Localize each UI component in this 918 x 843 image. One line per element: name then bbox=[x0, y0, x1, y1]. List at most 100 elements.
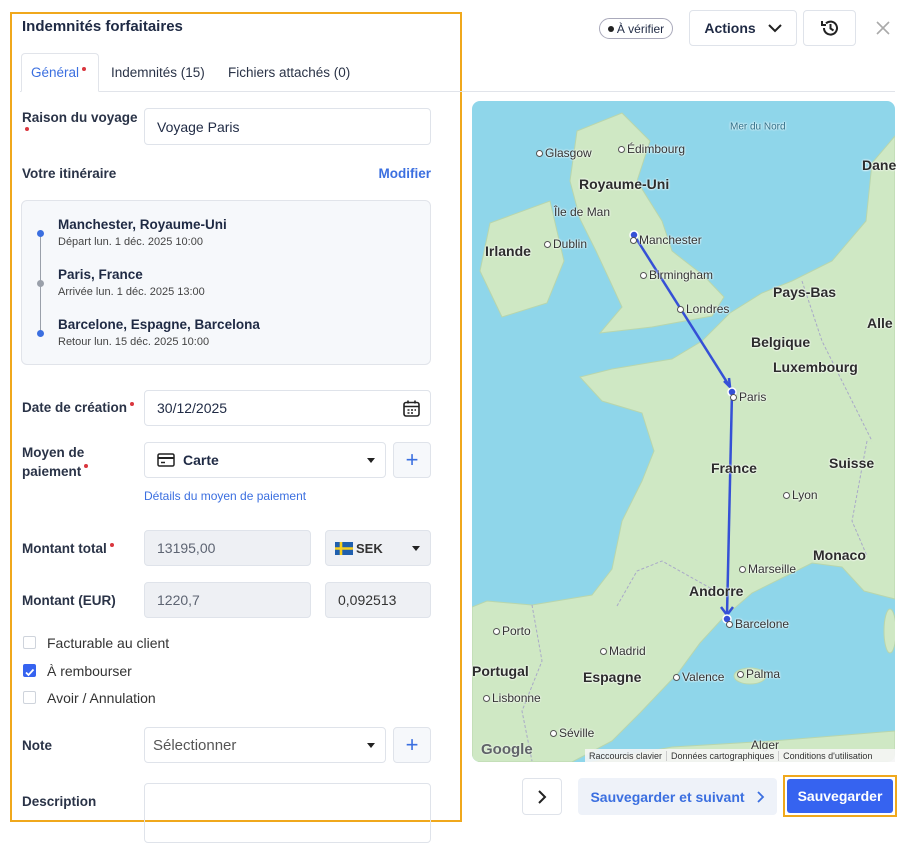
tab[interactable]: Indemnités (15) bbox=[111, 65, 205, 80]
map-label: Belgique bbox=[751, 334, 811, 350]
itinerary-label: Votre itinéraire bbox=[22, 166, 117, 181]
actions-label: Actions bbox=[704, 20, 756, 36]
map-label: Alle bbox=[867, 315, 893, 331]
field-label: Raison du voyage bbox=[22, 110, 140, 140]
label-text: Date de création bbox=[22, 400, 128, 415]
map-label: Madrid bbox=[600, 644, 646, 658]
required-dot bbox=[22, 125, 140, 140]
tab[interactable]: Général bbox=[31, 65, 86, 80]
details-link[interactable]: Détails du moyen de paiement bbox=[144, 489, 307, 503]
rate-input[interactable]: 0,092513 bbox=[325, 582, 431, 618]
payment-select[interactable]: Carte bbox=[144, 442, 386, 478]
map-label: Manchester bbox=[630, 233, 702, 247]
trip-reason-input[interactable]: Voyage Paris bbox=[144, 108, 431, 145]
input-value: 13195,00 bbox=[157, 540, 216, 556]
map-label: Pays-Bas bbox=[773, 284, 837, 300]
input-value: 0,092513 bbox=[338, 592, 397, 608]
stop-dot bbox=[37, 330, 44, 337]
checkbox-label: Facturable au client bbox=[47, 635, 170, 651]
close-button[interactable] bbox=[876, 21, 890, 35]
map-label: Palma bbox=[737, 667, 780, 681]
button-label: Sauvegarder bbox=[797, 788, 883, 804]
checkbox-label: À rembourser bbox=[47, 663, 132, 679]
map-label: Portugal bbox=[472, 663, 529, 679]
map-label: Île de Man bbox=[554, 205, 611, 219]
map-label: Lisbonne bbox=[483, 691, 541, 705]
checkbox[interactable] bbox=[23, 691, 36, 704]
check-mark bbox=[25, 668, 35, 677]
map-label: Monaco bbox=[813, 547, 866, 563]
next-button[interactable] bbox=[522, 778, 562, 815]
save-next-button[interactable]: Sauvegarder et suivant bbox=[578, 778, 777, 815]
map-label: Marseille bbox=[739, 562, 796, 576]
map-label: Andorre bbox=[689, 583, 744, 599]
actions-button[interactable]: Actions bbox=[689, 10, 797, 46]
map-label: Séville bbox=[550, 726, 594, 740]
required-dot bbox=[127, 400, 134, 415]
stop-place: Manchester, Royaume-Uni bbox=[58, 217, 227, 232]
flag-icon bbox=[335, 541, 353, 555]
itinerary-box bbox=[21, 200, 431, 365]
map-logo: Google bbox=[481, 741, 533, 758]
stop-detail: Arrivée lun. 1 déc. 2025 13:00 bbox=[58, 286, 205, 298]
map-shapes bbox=[472, 112, 895, 762]
checkbox[interactable] bbox=[23, 636, 36, 649]
date-input[interactable]: 30/12/2025 bbox=[144, 390, 431, 426]
add-button[interactable]: + bbox=[393, 727, 431, 763]
map[interactable] bbox=[472, 101, 895, 762]
chevron bbox=[767, 23, 782, 32]
note-select[interactable]: Sélectionner bbox=[144, 727, 386, 763]
total-input[interactable]: 13195,00 bbox=[144, 530, 311, 566]
map-label: Londres bbox=[677, 302, 729, 316]
stop-place: Paris, France bbox=[58, 267, 143, 282]
history-icon bbox=[820, 20, 838, 36]
map-label: Édimbourg bbox=[618, 142, 685, 156]
field-label: Moyen de paiement bbox=[22, 443, 117, 481]
required-dot bbox=[81, 464, 88, 479]
description-input[interactable] bbox=[144, 783, 431, 843]
add-button[interactable]: + bbox=[393, 442, 431, 478]
save-button[interactable]: Sauvegarder bbox=[783, 775, 897, 817]
input-value: 30/12/2025 bbox=[157, 400, 228, 416]
button-label: Sauvegarder et suivant bbox=[590, 788, 745, 805]
calendar-icon bbox=[403, 400, 420, 417]
panel-title: Indemnités forfaitaires bbox=[22, 18, 183, 35]
stop-detail: Départ lun. 1 déc. 2025 10:00 bbox=[58, 236, 203, 248]
map-label: Dublin bbox=[544, 237, 587, 251]
label-text: Raison du voyage bbox=[22, 110, 138, 125]
map-footer-link[interactable]: Raccourcis clavier bbox=[589, 750, 663, 761]
map-footer-link[interactable]: Conditions d'utilisation bbox=[778, 750, 876, 761]
tab[interactable]: Fichiers attachés (0) bbox=[228, 65, 351, 80]
currency-select[interactable]: SEK bbox=[325, 530, 431, 566]
checkbox[interactable] bbox=[23, 664, 36, 677]
map-footer: Raccourcis clavier Données cartographique… bbox=[585, 749, 895, 762]
status-text: À vérifier bbox=[616, 21, 665, 36]
input-value: SEK bbox=[356, 540, 383, 556]
stop-place: Barcelone, Espagne, Barcelona bbox=[58, 317, 260, 332]
stop-detail: Retour lun. 15 déc. 2025 10:00 bbox=[58, 336, 210, 348]
map-label: Royaume-Uni bbox=[579, 176, 670, 192]
map-label: Lyon bbox=[783, 488, 818, 502]
caret bbox=[412, 546, 420, 551]
eur-input[interactable]: 1220,7 bbox=[144, 582, 311, 618]
input-value: Voyage Paris bbox=[157, 118, 240, 135]
map-label: Luxembourg bbox=[773, 359, 858, 375]
chevron bbox=[756, 790, 764, 803]
map-label: Porto bbox=[493, 624, 531, 638]
map-label: Paris bbox=[730, 390, 766, 404]
edit-link[interactable]: Modifier bbox=[378, 166, 432, 181]
stop-dot bbox=[37, 280, 44, 287]
card-icon bbox=[157, 453, 175, 467]
chevron bbox=[537, 789, 546, 804]
label-text: Montant (EUR) bbox=[22, 593, 116, 608]
map-label: Mer du Nord bbox=[730, 121, 786, 133]
map-label: France bbox=[711, 460, 757, 476]
caret bbox=[367, 743, 375, 748]
save-inner: Sauvegarder bbox=[787, 779, 893, 813]
label-text: Moyen de paiement bbox=[22, 445, 85, 479]
input-value: Carte bbox=[183, 452, 219, 468]
status-badge: À vérifier bbox=[599, 18, 673, 39]
history-button[interactable] bbox=[803, 10, 856, 46]
map-footer-link[interactable]: Données cartographiques bbox=[666, 750, 778, 761]
